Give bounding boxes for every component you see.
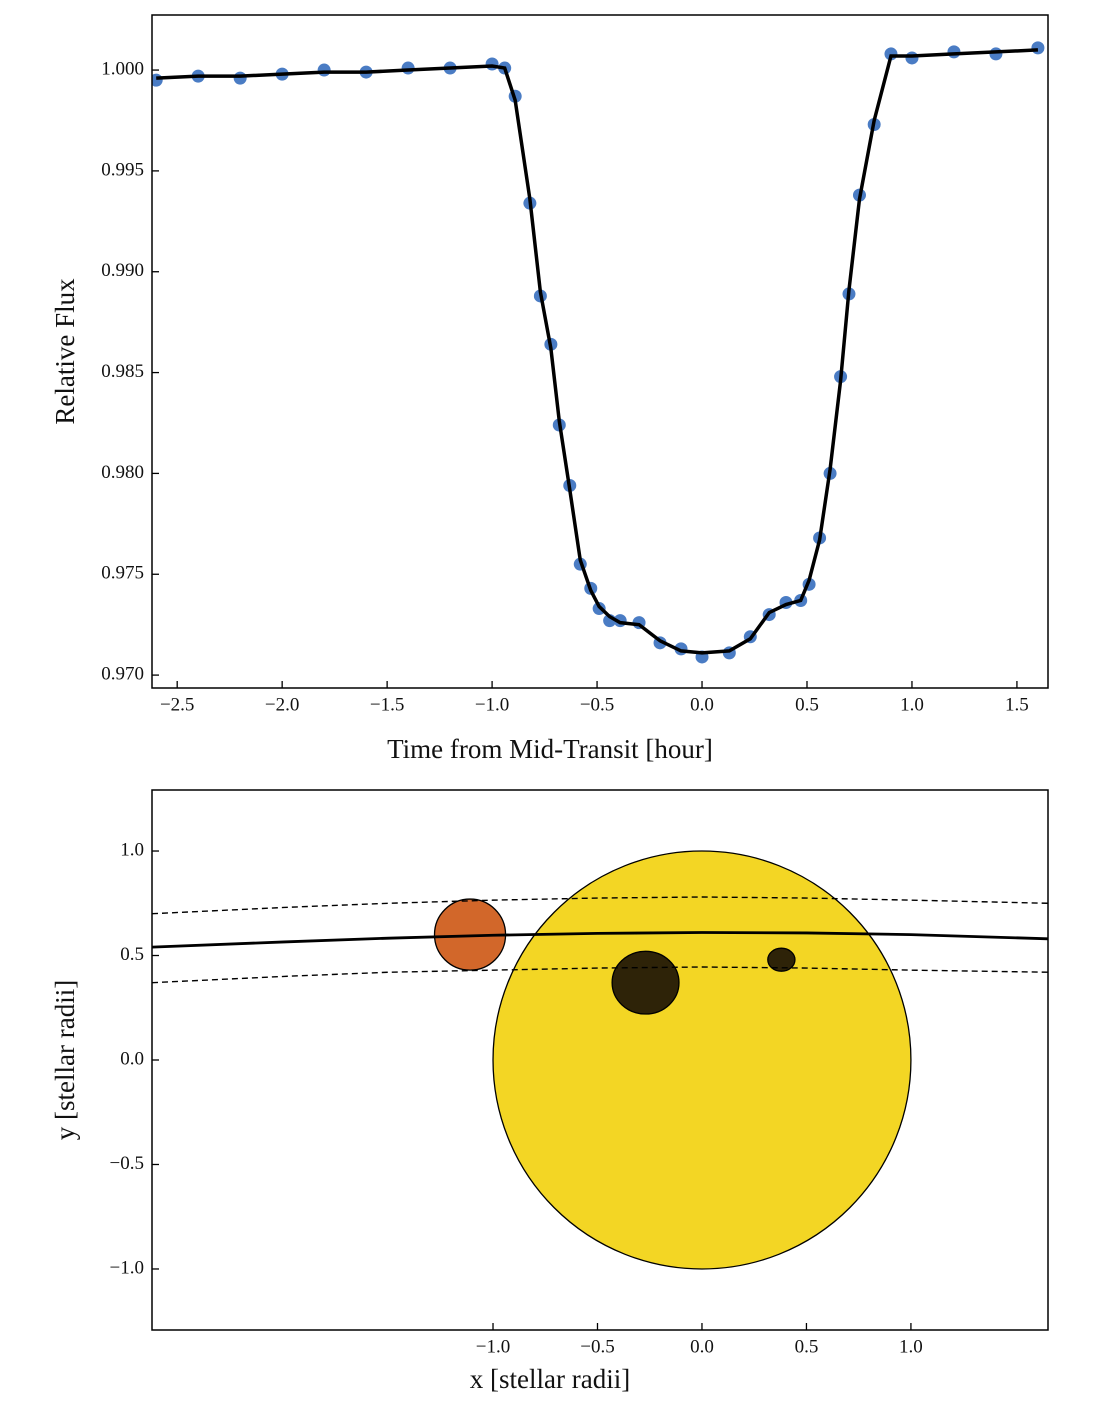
orbit-bound xyxy=(152,966,1048,984)
data-point xyxy=(485,57,499,71)
orbit xyxy=(152,931,1048,949)
star-spot xyxy=(611,950,680,1015)
x-axis-label: x [stellar radii] xyxy=(470,1364,630,1394)
y-tick-label: 1.000 xyxy=(101,58,144,79)
y-tick-label: 0.980 xyxy=(101,462,144,483)
x-tick-label: 1.5 xyxy=(1005,694,1029,715)
x-tick-label: 1.0 xyxy=(899,1336,923,1357)
x-tick-label: −0.5 xyxy=(580,694,614,715)
data-point xyxy=(989,47,1003,61)
x-tick-label: 1.0 xyxy=(900,694,924,715)
y-tick-label: 0.985 xyxy=(101,361,144,382)
y-tick-label: 0.0 xyxy=(120,1048,144,1069)
x-tick-label: −2.0 xyxy=(265,694,299,715)
data-point xyxy=(947,45,961,59)
y-tick-label: −1.0 xyxy=(110,1257,144,1278)
x-tick-label: 0.0 xyxy=(690,1336,714,1357)
y-axis-label: y [stellar radii] xyxy=(50,980,80,1140)
y-axis-label: Relative Flux xyxy=(50,278,80,425)
y-tick-label: 1.0 xyxy=(120,839,144,860)
y-tick-label: −0.5 xyxy=(110,1153,144,1174)
x-tick-label: −1.5 xyxy=(370,694,404,715)
model-line xyxy=(156,48,1039,655)
y-tick-label: 0.970 xyxy=(101,663,144,684)
data-point xyxy=(905,51,919,65)
x-tick-label: 0.5 xyxy=(795,694,819,715)
data-point xyxy=(1031,41,1045,55)
data-point xyxy=(401,61,415,75)
x-tick-label: −2.5 xyxy=(160,694,194,715)
y-tick-label: 0.990 xyxy=(101,260,144,281)
orbit-bound xyxy=(152,896,1048,915)
data-point xyxy=(317,63,331,77)
x-axis-label: Time from Mid-Transit [hour] xyxy=(387,734,713,764)
x-tick-label: −0.5 xyxy=(580,1336,614,1357)
y-tick-label: 0.995 xyxy=(101,159,144,180)
star xyxy=(492,850,912,1270)
y-tick-label: 0.975 xyxy=(101,563,144,584)
x-tick-label: 0.0 xyxy=(690,694,714,715)
x-tick-label: −1.0 xyxy=(476,1336,510,1357)
data-point xyxy=(233,71,247,85)
star-spot xyxy=(767,947,796,972)
x-tick-label: 0.5 xyxy=(795,1336,819,1357)
y-tick-label: 0.5 xyxy=(120,944,144,965)
plot-frame xyxy=(151,14,1049,689)
x-tick-label: −1.0 xyxy=(475,694,509,715)
